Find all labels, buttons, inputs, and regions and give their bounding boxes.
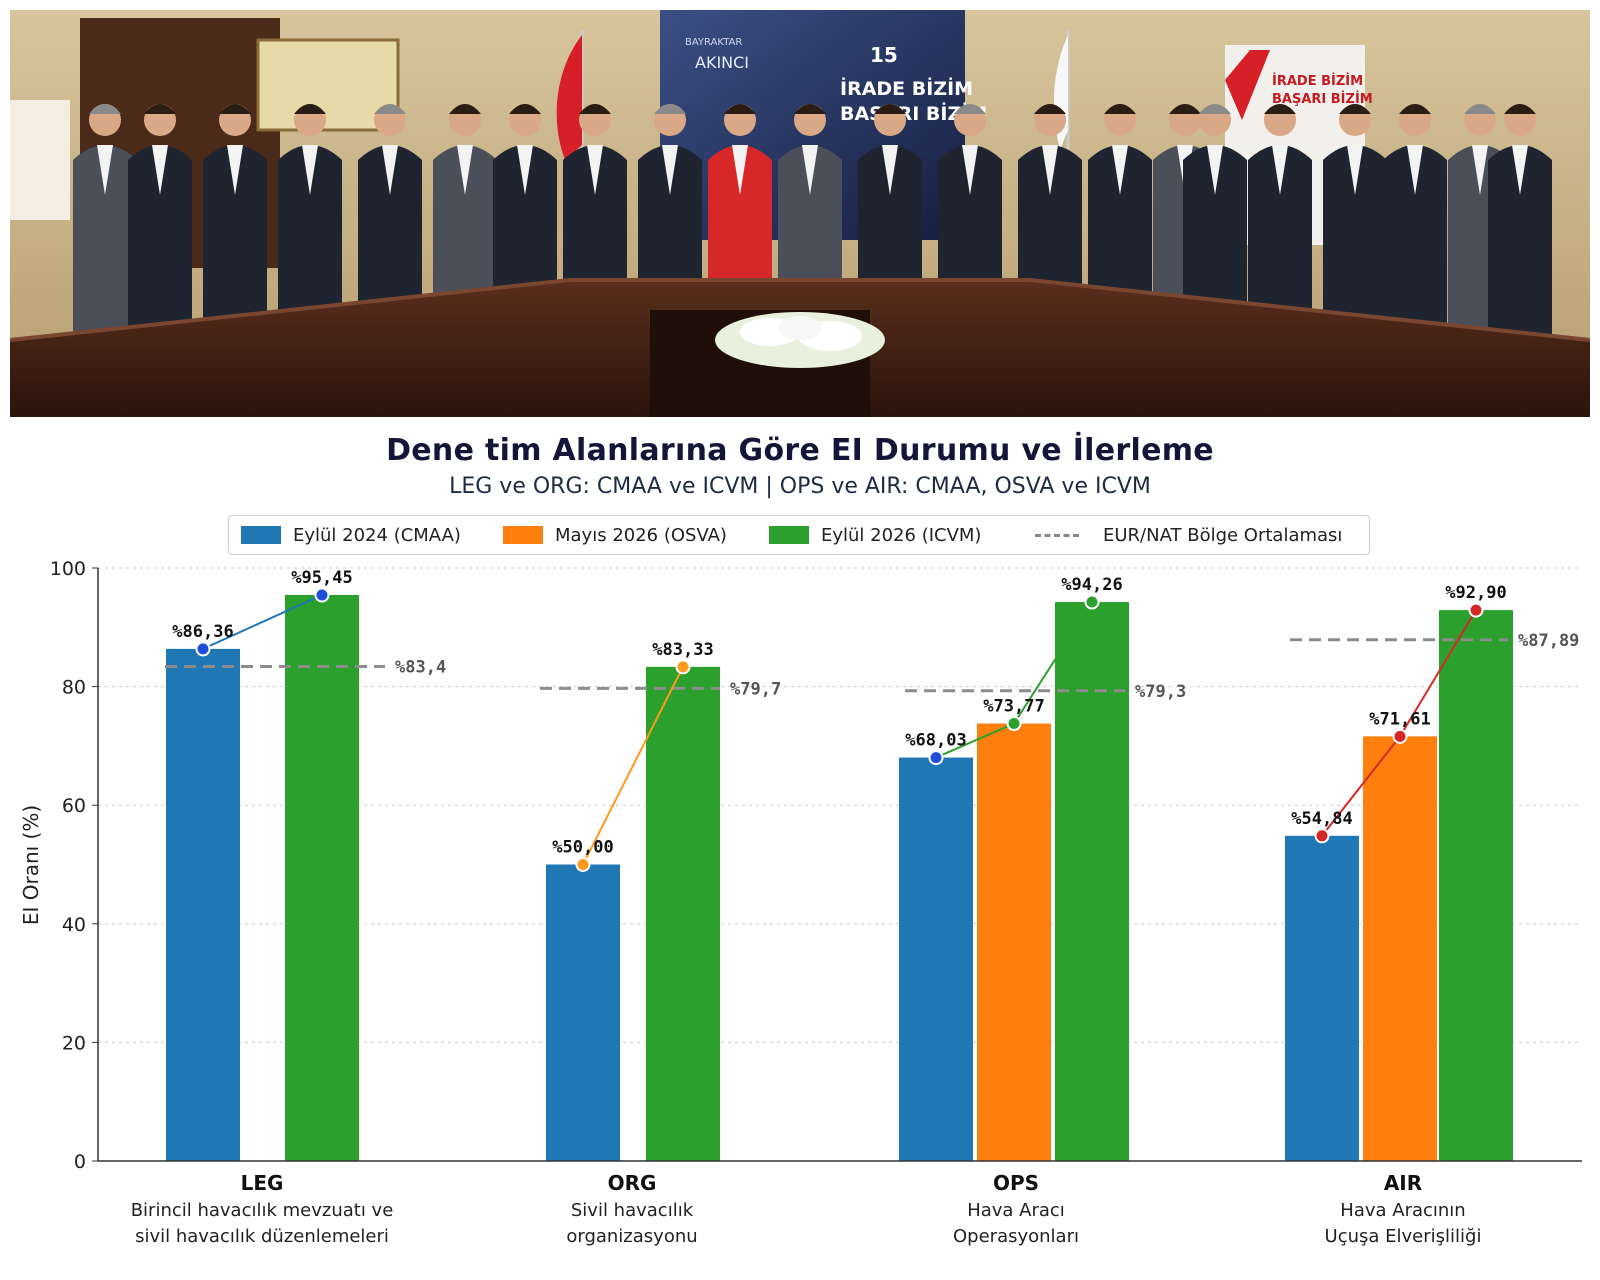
- poster-left: [10, 100, 70, 220]
- notice-board: [256, 38, 400, 132]
- chart-subtitle: LEG ve ORG: CMAA ve ICVM | OPS ve AIR: C…: [449, 474, 1151, 499]
- x-tick-label-desc: Hava Aracı: [967, 1200, 1065, 1221]
- data-point: [1314, 828, 1330, 844]
- x-tick-label-desc: Operasyonları: [953, 1226, 1079, 1247]
- turkish-flag: [556, 35, 582, 160]
- trend-line-leg: [202, 594, 323, 650]
- bars: [166, 594, 1513, 1161]
- x-tick-label-desc: Sivil havacılık: [571, 1200, 694, 1221]
- backdrop-logo: 15: [870, 43, 898, 67]
- legend-swatch-cmaa: [241, 526, 281, 544]
- legend-dash-average: [1035, 533, 1079, 537]
- data-point: [1006, 716, 1022, 732]
- data-point: [1084, 594, 1100, 610]
- trend-lines: [202, 594, 1477, 865]
- y-tick-label: 100: [50, 558, 86, 580]
- y-tick-label: 20: [62, 1032, 86, 1054]
- data-label: %50,00: [552, 838, 613, 858]
- x-tick-label-desc: organizasyonu: [566, 1226, 697, 1247]
- legend-label-osva: Mayıs 2026 (OSVA): [555, 524, 727, 546]
- y-tick-label: 40: [62, 914, 86, 936]
- x-tick-label-code: OPS: [993, 1171, 1039, 1195]
- y-axis-label: EI Oranı (%): [19, 805, 43, 925]
- data-label: %54,84: [1291, 809, 1352, 829]
- y-tick-label: 60: [62, 795, 86, 817]
- data-point: [1468, 602, 1484, 618]
- average-label: %83,4: [395, 657, 446, 677]
- person: [128, 104, 192, 340]
- backdrop-slogan-1: İRADE BİZİM: [840, 76, 973, 100]
- rollup-slogan-2: BAŞARI BİZİM: [1272, 91, 1373, 107]
- legend-item-average: EUR/NAT Bölge Ortalaması: [1035, 525, 1342, 546]
- data-label: %95,45: [291, 568, 352, 588]
- group-photo: BAYRAKTAR AKINCI 15 İRADE BİZİM BASARI B…: [10, 10, 1590, 417]
- average-label: %79,7: [730, 679, 781, 699]
- bar-chart: 0 20 40 60 80 100 %83,4 %79,7 %79,3 %87,89 %86,3…: [19, 558, 1582, 1247]
- backdrop-brand: BAYRAKTAR: [685, 37, 742, 48]
- legend-item-icvm: Eylül 2026 (ICVM): [769, 525, 1035, 546]
- legend-swatch-icvm: [769, 526, 809, 544]
- bar-air-2: [1363, 736, 1437, 1161]
- person: [1183, 104, 1247, 340]
- x-axis-labels: LEG Birincil havacılık mevzuatı ve sivil h…: [131, 1171, 1482, 1247]
- rollup-slogan-1: İRADE BİZİM: [1272, 73, 1363, 89]
- x-tick-label-code: LEG: [241, 1171, 284, 1195]
- rollup-banner-stripe: [1225, 50, 1270, 120]
- person: [73, 104, 137, 340]
- legend-label-icvm: Eylül 2026 (ICVM): [821, 524, 982, 546]
- legend-label-cmaa: Eylül 2024 (CMAA): [293, 524, 461, 546]
- data-label: %71,61: [1369, 709, 1430, 729]
- data-label: %86,36: [172, 622, 233, 642]
- person: [203, 104, 267, 340]
- data-point: [314, 587, 330, 603]
- flower-arrangement: [715, 312, 885, 368]
- x-tick-label-desc: Birincil havacılık mevzuatı ve: [131, 1200, 394, 1221]
- bar-org-1: [546, 864, 620, 1161]
- x-tick-label-code: AIR: [1384, 1171, 1422, 1195]
- x-tick-label-desc: Hava Aracının: [1340, 1200, 1465, 1221]
- person: [1248, 104, 1312, 340]
- legend-swatch-osva: [503, 526, 543, 544]
- y-tick-label: 0: [74, 1151, 86, 1173]
- regional-average-lines: %83,4 %79,7 %79,3 %87,89: [165, 631, 1579, 702]
- person: [358, 104, 422, 340]
- legend-item-osva: Mayıs 2026 (OSVA): [503, 525, 769, 546]
- data-point: [1392, 728, 1408, 744]
- legend-label-average: EUR/NAT Bölge Ortalaması: [1103, 524, 1343, 546]
- backdrop-product: AKINCI: [695, 53, 749, 72]
- data-label: %73,77: [983, 697, 1044, 717]
- data-points: %86,36 %95,45 %50,00 %83,33 %68,03 %73,77 %94,…: [172, 568, 1507, 872]
- bar-air-3: [1439, 610, 1513, 1161]
- y-tick-label: 80: [62, 677, 86, 699]
- bar-ops-3: [1055, 602, 1129, 1161]
- person: [1323, 104, 1387, 340]
- bar-org-3: [646, 666, 720, 1161]
- data-point: [575, 857, 591, 872]
- person: [278, 104, 342, 340]
- chart-legend: Eylül 2024 (CMAA) Mayıs 2026 (OSVA) Eylü…: [228, 515, 1370, 555]
- data-point: [195, 641, 211, 657]
- person: [1488, 104, 1552, 340]
- data-label: %83,33: [652, 640, 713, 660]
- person: [1383, 104, 1447, 340]
- bar-ops-1: [899, 757, 973, 1161]
- data-label: %94,26: [1061, 575, 1122, 595]
- y-axis-ticks: 0 20 40 60 80 100: [50, 558, 98, 1173]
- data-label: %68,03: [905, 731, 966, 751]
- bar-ops-2: [977, 723, 1051, 1161]
- data-point: [928, 750, 944, 766]
- trend-line-org: [582, 666, 684, 865]
- bar-air-1: [1285, 835, 1359, 1161]
- chart-title: Dene tim Alanlarına Göre EI Durumu ve İl…: [386, 433, 1214, 468]
- data-label: %92,90: [1445, 583, 1506, 603]
- bar-leg-3: [285, 594, 359, 1161]
- average-label: %79,3: [1135, 682, 1186, 702]
- data-point: [675, 659, 691, 675]
- average-label: %87,89: [1518, 631, 1579, 651]
- x-tick-label-desc: sivil havacılık düzenlemeleri: [135, 1226, 389, 1247]
- legend-item-cmaa: Eylül 2024 (CMAA): [241, 525, 503, 546]
- bar-leg-1: [166, 648, 240, 1161]
- x-tick-label-desc: Uçuşa Elverişliliği: [1325, 1226, 1482, 1247]
- x-tick-label-code: ORG: [608, 1171, 657, 1195]
